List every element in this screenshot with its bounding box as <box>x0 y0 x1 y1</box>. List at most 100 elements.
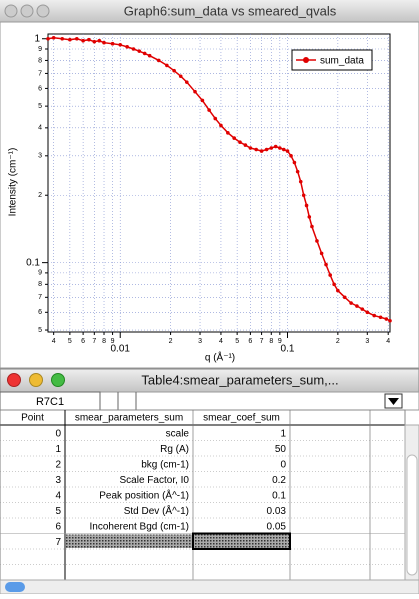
x-tick-label: 6 <box>81 338 85 345</box>
data-point <box>147 53 152 58</box>
x-tick-label: 4 <box>219 338 223 345</box>
y-tick-label: 0.1 <box>26 257 40 268</box>
close-button[interactable] <box>7 373 21 387</box>
data-point <box>226 131 230 135</box>
data-point <box>307 215 312 219</box>
scroll-thumb[interactable] <box>5 582 25 592</box>
x-tick-label: 5 <box>68 338 72 345</box>
y-tick-label: 9 <box>38 270 42 277</box>
table-cell: Peak position (Å^-1) <box>99 488 189 501</box>
table-cell: 2 <box>55 459 61 470</box>
data-point <box>172 68 176 73</box>
graph-area <box>0 21 419 369</box>
data-point <box>372 313 377 318</box>
cell-ref: R7C1 <box>36 396 64 408</box>
table-cell: Rg (A) <box>160 444 189 455</box>
data-point <box>184 80 189 84</box>
y-tick-label: 7 <box>38 70 42 77</box>
data-point <box>355 304 359 308</box>
data-point <box>248 146 253 150</box>
data-point <box>68 37 72 42</box>
table-cell: 1 <box>280 428 286 439</box>
data-point <box>92 39 97 44</box>
data-point <box>298 179 303 184</box>
data-point <box>273 144 278 149</box>
x-tick-label: 2 <box>169 338 173 345</box>
data-point <box>193 89 197 94</box>
data-point <box>207 108 211 112</box>
table-cell: scale <box>166 428 190 439</box>
data-point <box>238 140 242 145</box>
data-point <box>332 282 336 287</box>
zoom-button[interactable] <box>51 373 65 387</box>
minimize-button[interactable] <box>20 4 34 18</box>
data-point <box>310 224 314 229</box>
data-point <box>292 160 297 165</box>
data-point <box>384 317 389 321</box>
data-point <box>360 307 365 311</box>
column-header: smear_coef_sum <box>203 413 280 424</box>
x-tick-label: 4 <box>52 338 56 345</box>
y-tick-label: 5 <box>38 103 42 110</box>
column-header: Point <box>21 413 44 424</box>
table-cell: 0 <box>280 459 286 470</box>
x-tick-label: 3 <box>365 338 369 345</box>
data-point <box>178 74 183 79</box>
data-point <box>269 146 274 150</box>
data-point <box>315 239 319 243</box>
data-point <box>349 301 353 305</box>
x-tick-label: 2 <box>336 338 340 345</box>
x-tick-label: 0.1 <box>281 344 295 355</box>
table-cell: 50 <box>275 444 287 455</box>
y-tick-label: 7 <box>38 294 42 301</box>
x-tick-label: 3 <box>198 338 202 345</box>
table-cell: 7 <box>55 537 61 548</box>
data-point <box>365 310 370 315</box>
y-tick-label: 1 <box>34 33 40 44</box>
x-tick-label: 6 <box>248 338 252 345</box>
data-point <box>213 116 218 121</box>
close-button[interactable] <box>4 4 18 18</box>
table-cell: 3 <box>55 475 61 486</box>
y-tick-label: 4 <box>38 125 42 132</box>
table-cell: Incoherent Bgd (cm-1) <box>90 521 190 532</box>
legend-marker <box>303 57 309 63</box>
scroll-thumb[interactable] <box>406 454 418 576</box>
y-tick-label: 5 <box>38 327 42 334</box>
data-point <box>165 63 169 68</box>
zoom-button[interactable] <box>36 4 50 18</box>
data-point <box>60 36 65 41</box>
table-cell: 1 <box>55 444 61 455</box>
y-tick-label: 8 <box>38 281 42 288</box>
data-point <box>264 147 269 152</box>
data-point <box>301 193 306 198</box>
data-point <box>110 41 115 46</box>
data-point <box>243 143 248 147</box>
data-point <box>232 136 236 140</box>
new-row-hatch <box>66 534 192 548</box>
selected-cell[interactable] <box>192 532 291 550</box>
data-point <box>46 36 50 41</box>
table-cell: 6 <box>55 521 61 532</box>
legend-box <box>291 49 373 71</box>
data-point <box>254 147 259 152</box>
minimize-button[interactable] <box>29 373 43 387</box>
x-axis-label: q (Å⁻¹) <box>205 351 235 364</box>
data-point <box>137 49 142 53</box>
data-point <box>156 58 161 63</box>
y-tick-label: 8 <box>38 57 42 64</box>
title-bar <box>0 0 419 22</box>
data-point <box>118 42 123 47</box>
x-tick-label: 9 <box>111 338 115 345</box>
window-title: Table4:smear_parameters_sum,... <box>141 372 338 387</box>
data-point <box>87 37 91 42</box>
y-tick-label: 6 <box>38 85 42 92</box>
x-tick-label: 8 <box>269 338 273 345</box>
data-point <box>131 47 136 51</box>
data-point <box>319 251 324 256</box>
horizontal-scrollbar[interactable] <box>0 579 419 595</box>
plot-frame <box>47 33 391 333</box>
table-cell: 5 <box>55 506 61 517</box>
dropdown-arrow <box>388 398 399 405</box>
